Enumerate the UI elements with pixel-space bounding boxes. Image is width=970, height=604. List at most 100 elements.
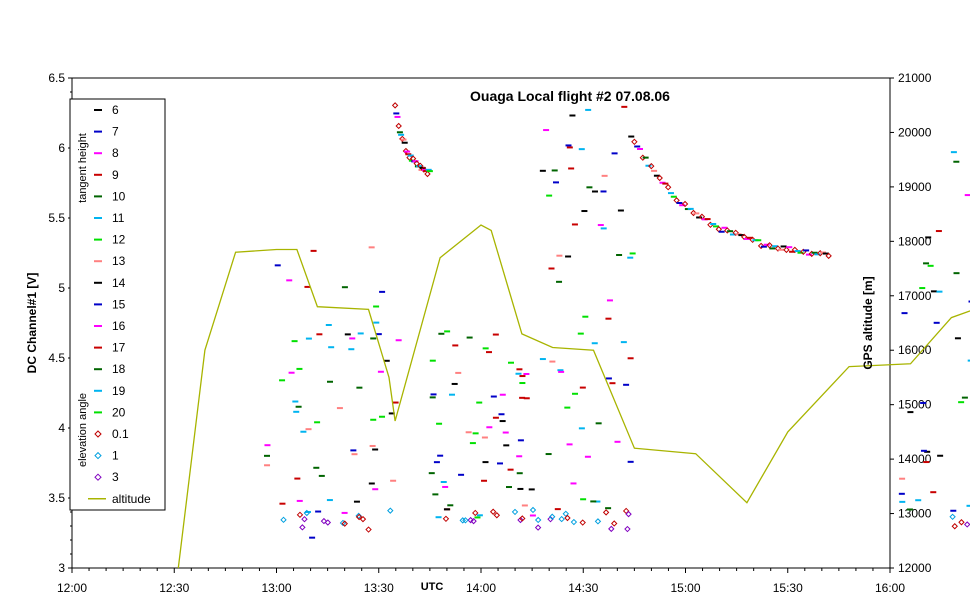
data-diamond bbox=[757, 242, 765, 250]
legend-item: 1 bbox=[94, 449, 119, 463]
x-tick-label: 15:30 bbox=[773, 581, 803, 595]
legend-label: 10 bbox=[112, 189, 126, 203]
legend-item: 20 bbox=[94, 405, 126, 419]
data-diamond bbox=[547, 515, 554, 523]
y-left-tick-label: 5 bbox=[58, 281, 65, 295]
data-diamond bbox=[631, 138, 638, 146]
legend-item: 6 bbox=[94, 103, 119, 117]
legend-label: 12 bbox=[112, 233, 126, 247]
legend-item: 18 bbox=[94, 362, 126, 376]
data-diamond bbox=[517, 516, 524, 524]
legend-label: altitude bbox=[112, 492, 151, 506]
legend-item: 3 bbox=[94, 470, 119, 484]
data-diamond bbox=[579, 519, 586, 526]
data-diamond bbox=[424, 170, 431, 178]
data-diamond bbox=[958, 519, 965, 526]
legend-label: 7 bbox=[112, 125, 119, 139]
data-diamond bbox=[355, 512, 362, 520]
data-diamond bbox=[341, 520, 348, 527]
legend-item: 12 bbox=[94, 233, 126, 247]
data-diamond bbox=[625, 510, 632, 518]
y-left-tick-label: 3.5 bbox=[48, 491, 65, 505]
data-diamond bbox=[951, 523, 958, 530]
x-axis-ticks: 12:00 12:30 13:00 13:30 14:00 14:30 15:00 15:30… bbox=[57, 568, 905, 595]
x-tick-label: 12:30 bbox=[159, 581, 189, 595]
y-right-tick-label: 21000 bbox=[898, 71, 932, 85]
legend-item: altitude bbox=[88, 492, 151, 506]
legend-label: 8 bbox=[112, 146, 119, 160]
data-diamond bbox=[365, 526, 372, 533]
data-diamond bbox=[690, 209, 697, 217]
data-diamond bbox=[387, 507, 394, 514]
data-diamond bbox=[594, 518, 602, 525]
data-diamond bbox=[459, 517, 466, 524]
data-diamond bbox=[299, 524, 306, 531]
y-right-tick-label: 17000 bbox=[898, 289, 932, 303]
legend-label: 13 bbox=[112, 254, 126, 268]
y-left-axis-label: DC Channel#1 [V] bbox=[25, 273, 39, 374]
y-left-tick-label: 5.5 bbox=[48, 211, 65, 225]
data-diamond bbox=[301, 515, 308, 523]
altitude-line bbox=[177, 224, 970, 569]
legend-marker bbox=[94, 473, 102, 481]
data-diamond bbox=[749, 236, 756, 244]
legend-item: 19 bbox=[94, 384, 126, 398]
data-diamond bbox=[570, 518, 578, 526]
data-diamond bbox=[534, 524, 542, 531]
x-tick-label: 14:00 bbox=[466, 581, 496, 595]
altitude-series bbox=[177, 224, 970, 569]
data-diamond bbox=[664, 184, 672, 191]
data-diamond bbox=[681, 200, 689, 208]
data-diamond bbox=[774, 245, 782, 252]
data-diamond bbox=[359, 515, 367, 523]
data-diamond bbox=[395, 122, 402, 130]
legend: tangent height elevation angle 678910111… bbox=[69, 98, 166, 511]
data-diamond bbox=[656, 174, 663, 182]
legend-label: 15 bbox=[112, 297, 126, 311]
data-diamond bbox=[783, 246, 790, 254]
data-diamond bbox=[825, 252, 832, 260]
legend-item: 15 bbox=[94, 297, 126, 311]
y-right-tick-label: 19000 bbox=[898, 180, 932, 194]
legend-group-label-tangent-height: tangent height bbox=[77, 133, 89, 203]
data-diamond bbox=[519, 515, 526, 522]
data-diamond bbox=[732, 229, 739, 237]
data-diamond bbox=[442, 515, 450, 523]
legend-marker bbox=[94, 430, 102, 438]
legend-label: 6 bbox=[112, 103, 119, 117]
y-right-tick-label: 16000 bbox=[898, 343, 932, 357]
y-left-tick-label: 6 bbox=[58, 141, 65, 155]
legend-item: 14 bbox=[94, 276, 126, 290]
legend-item: 17 bbox=[94, 341, 126, 355]
y-right-axis-label: GPS altitude [m] bbox=[861, 276, 875, 369]
data-diamond bbox=[280, 516, 287, 524]
channel-data-marks bbox=[264, 102, 970, 539]
legend-item: 11 bbox=[94, 211, 125, 225]
legend-label: 19 bbox=[112, 384, 126, 398]
y-left-tick-label: 4 bbox=[58, 421, 65, 435]
data-diamond bbox=[511, 508, 519, 516]
data-diamond bbox=[724, 227, 731, 234]
data-diamond bbox=[399, 135, 406, 143]
legend-group-label-elevation-angle: elevation angle bbox=[77, 393, 89, 467]
legend-item: 9 bbox=[94, 168, 119, 182]
data-diamond bbox=[611, 520, 618, 527]
legend-label: 18 bbox=[112, 362, 126, 376]
data-diamond bbox=[529, 506, 537, 514]
y-left-tick-label: 6.5 bbox=[48, 71, 65, 85]
legend-label: 16 bbox=[112, 319, 126, 333]
y-right-tick-label: 20000 bbox=[898, 125, 932, 139]
legend-label: 14 bbox=[112, 276, 126, 290]
data-diamond bbox=[296, 511, 304, 519]
legend-label: 3 bbox=[112, 470, 119, 484]
legend-item: 7 bbox=[94, 125, 119, 139]
data-diamond bbox=[964, 521, 970, 528]
y-right-tick-label: 14000 bbox=[898, 452, 932, 466]
legend-label: 17 bbox=[112, 341, 126, 355]
legend-item: 8 bbox=[94, 146, 119, 160]
y-right-tick-label: 12000 bbox=[898, 561, 932, 575]
data-diamond bbox=[562, 510, 570, 518]
chart-title: Ouaga Local flight #2 07.08.06 bbox=[470, 88, 670, 104]
data-diamond bbox=[420, 166, 428, 173]
